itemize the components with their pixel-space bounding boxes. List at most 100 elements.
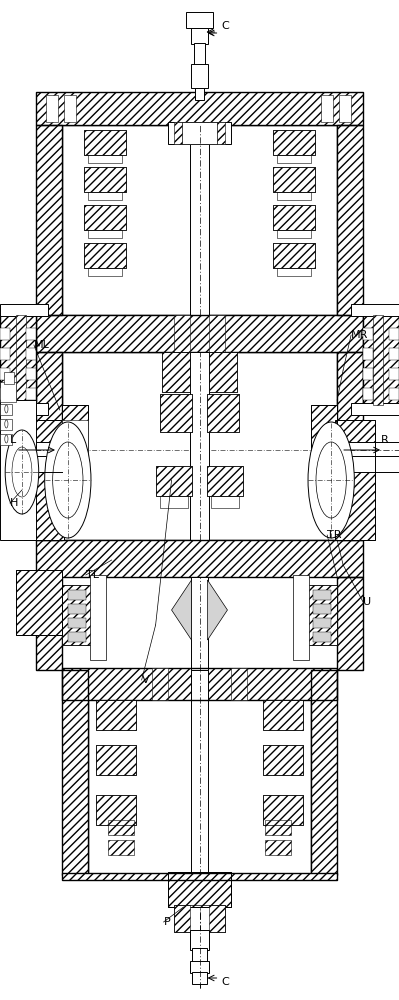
Text: U: U: [363, 597, 371, 607]
Bar: [277, 192, 311, 200]
Bar: [0, 328, 10, 340]
Bar: [88, 670, 311, 875]
Bar: [191, 64, 208, 88]
Bar: [337, 125, 363, 315]
Circle shape: [53, 442, 83, 518]
Bar: [265, 820, 291, 835]
Bar: [277, 155, 311, 163]
Bar: [335, 420, 375, 540]
Bar: [36, 315, 363, 352]
Bar: [277, 268, 311, 276]
Bar: [293, 575, 309, 660]
Bar: [311, 670, 337, 875]
Bar: [307, 585, 337, 645]
Bar: [168, 872, 231, 907]
Text: C: C: [221, 977, 229, 987]
Circle shape: [5, 420, 8, 428]
Circle shape: [5, 430, 39, 514]
Bar: [62, 873, 337, 880]
Bar: [36, 125, 62, 315]
Bar: [88, 268, 122, 276]
Bar: [36, 577, 62, 670]
Bar: [389, 388, 399, 400]
Circle shape: [308, 422, 354, 538]
Bar: [311, 405, 337, 495]
Bar: [36, 352, 62, 540]
Bar: [191, 28, 208, 44]
Bar: [174, 905, 190, 932]
Bar: [273, 243, 315, 268]
Bar: [62, 405, 88, 495]
Bar: [190, 352, 209, 540]
Bar: [84, 167, 126, 192]
Bar: [339, 95, 351, 122]
Bar: [263, 795, 303, 825]
Bar: [313, 632, 331, 642]
Bar: [335, 420, 375, 540]
Bar: [84, 167, 126, 192]
Bar: [209, 352, 237, 392]
Bar: [337, 442, 399, 458]
Bar: [62, 873, 337, 880]
Bar: [96, 745, 136, 775]
Bar: [0, 442, 62, 458]
Bar: [84, 130, 126, 155]
Bar: [263, 745, 303, 775]
Bar: [273, 130, 315, 155]
Bar: [273, 205, 315, 230]
Bar: [24, 420, 64, 540]
Bar: [26, 328, 36, 340]
Bar: [84, 243, 126, 268]
Bar: [363, 348, 373, 360]
Bar: [162, 352, 190, 392]
Bar: [0, 403, 48, 415]
Bar: [36, 577, 62, 670]
Bar: [207, 466, 243, 496]
Text: L: L: [10, 435, 16, 445]
Bar: [4, 372, 14, 384]
Bar: [36, 540, 363, 577]
Bar: [209, 122, 225, 144]
Text: MR: MR: [351, 330, 369, 340]
Bar: [156, 466, 192, 496]
Bar: [0, 368, 10, 380]
Bar: [174, 315, 190, 352]
Bar: [62, 668, 337, 700]
Bar: [273, 167, 315, 192]
Bar: [0, 348, 10, 360]
Bar: [108, 840, 134, 855]
Bar: [36, 125, 62, 315]
Bar: [182, 122, 217, 144]
Bar: [263, 700, 303, 730]
Bar: [313, 604, 331, 614]
Bar: [389, 368, 399, 380]
Bar: [363, 388, 373, 400]
Bar: [36, 92, 363, 125]
Bar: [195, 88, 204, 100]
Bar: [190, 125, 209, 315]
Bar: [389, 328, 399, 340]
Text: V: V: [142, 675, 149, 685]
Bar: [351, 403, 399, 415]
Bar: [207, 394, 239, 432]
Bar: [174, 122, 190, 144]
Bar: [337, 577, 363, 670]
Bar: [209, 905, 225, 932]
Bar: [207, 466, 243, 496]
Bar: [26, 348, 36, 360]
Bar: [0, 400, 36, 540]
Bar: [263, 745, 303, 775]
Circle shape: [5, 405, 8, 413]
Bar: [373, 315, 383, 405]
Text: TR: TR: [327, 530, 342, 540]
Bar: [337, 352, 363, 540]
Bar: [46, 95, 58, 122]
Bar: [321, 95, 333, 122]
Bar: [337, 125, 363, 315]
Bar: [36, 352, 62, 540]
Bar: [156, 466, 192, 496]
Bar: [24, 420, 64, 540]
Bar: [36, 315, 363, 352]
Bar: [307, 585, 337, 645]
Bar: [311, 405, 337, 495]
